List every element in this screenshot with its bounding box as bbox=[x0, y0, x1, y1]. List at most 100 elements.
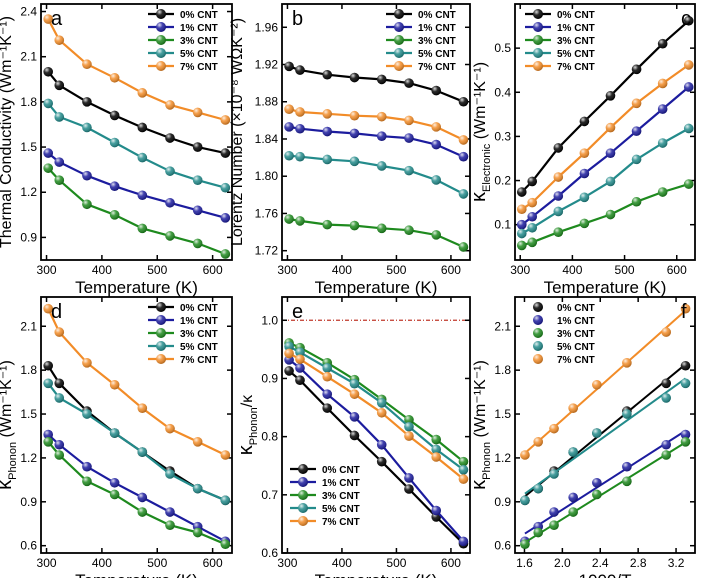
panel-label: a bbox=[51, 8, 63, 30]
x-tick-label: 300 bbox=[37, 263, 57, 277]
data-point-shine bbox=[284, 348, 294, 359]
data-point-shine bbox=[568, 492, 578, 503]
data-point-shine bbox=[404, 414, 414, 425]
series-line-3 bbox=[288, 154, 465, 195]
y-label-kappa: κ bbox=[468, 191, 490, 202]
data-point-shine bbox=[220, 115, 231, 125]
data-point-shine bbox=[349, 156, 360, 167]
data-point-shine bbox=[458, 465, 469, 475]
data-point-shine bbox=[82, 59, 92, 70]
x-axis-label: Temperature (K) bbox=[75, 571, 198, 578]
data-point-shine bbox=[579, 148, 590, 158]
data-point-shine bbox=[137, 403, 148, 413]
data-point-shine bbox=[661, 393, 671, 403]
data-point-shine bbox=[54, 112, 65, 122]
series-line-1 bbox=[288, 358, 465, 543]
data-point-shine bbox=[376, 439, 387, 450]
plot-frame bbox=[514, 296, 696, 554]
data-point-shine bbox=[458, 536, 469, 547]
data-point-shine bbox=[295, 363, 305, 373]
y-tick-label: 1.8 bbox=[20, 95, 37, 109]
legend-marker-shine bbox=[533, 315, 543, 325]
y-tick-label: 1.2 bbox=[20, 451, 37, 465]
legend-marker-shine bbox=[156, 315, 166, 325]
data-point-shine bbox=[82, 97, 92, 107]
legend-marker-shine bbox=[298, 477, 308, 487]
series-group bbox=[43, 303, 231, 550]
legend-marker-shine bbox=[533, 354, 543, 364]
data-point-shine bbox=[631, 126, 642, 136]
y-label-subscript: Phonon bbox=[481, 442, 493, 480]
data-point-shine bbox=[109, 428, 120, 438]
y-tick-label: 1.96 bbox=[255, 20, 279, 34]
legend: 0% CNT 1% CNT 3% CNT 5% CNT 7% CNT bbox=[525, 9, 595, 73]
data-point-shine bbox=[295, 216, 305, 226]
data-point-shine bbox=[516, 187, 527, 197]
data-point-shine bbox=[82, 122, 92, 133]
legend-marker-shine bbox=[156, 328, 166, 338]
data-point-shine bbox=[404, 431, 414, 441]
legend-marker-shine bbox=[394, 35, 404, 45]
data-point-shine bbox=[284, 150, 294, 161]
data-point-shine bbox=[622, 358, 632, 368]
y-label-kappa: κ bbox=[468, 479, 490, 490]
y-axis-label: Thermal Conductivity (Wm⁻¹K⁻¹) bbox=[0, 16, 15, 248]
data-point-shine bbox=[192, 238, 203, 249]
data-point-shine bbox=[376, 131, 387, 141]
data-point-shine bbox=[431, 85, 442, 96]
legend-marker-shine bbox=[533, 341, 543, 351]
plot-frame bbox=[281, 296, 471, 554]
x-tick-label: 400 bbox=[92, 556, 112, 570]
data-point-shine bbox=[553, 206, 564, 217]
legend-label: 0% CNT bbox=[557, 303, 595, 314]
legend-label: 1% CNT bbox=[557, 316, 595, 327]
x-tick-label: 400 bbox=[332, 556, 352, 570]
series-line-4 bbox=[521, 64, 690, 211]
data-point-shine bbox=[657, 104, 668, 114]
legend-label: 1% CNT bbox=[322, 478, 360, 489]
data-point-shine bbox=[553, 191, 564, 201]
data-point-shine bbox=[680, 360, 691, 371]
data-point-shine bbox=[605, 122, 616, 133]
data-point-shine bbox=[322, 219, 333, 230]
legend-label: 5% CNT bbox=[180, 342, 218, 353]
legend-label: 5% CNT bbox=[418, 49, 456, 60]
data-point-shine bbox=[192, 483, 203, 494]
data-point-shine bbox=[527, 211, 538, 222]
data-point-shine bbox=[680, 303, 691, 314]
series-line-0 bbox=[288, 370, 465, 545]
y-axis-label: κPhonon/κ bbox=[235, 394, 260, 455]
data-point-shine bbox=[43, 14, 53, 24]
data-point-shine bbox=[137, 152, 148, 163]
data-point-shine bbox=[137, 190, 148, 201]
y-label-subscript: Electronic bbox=[481, 143, 493, 192]
legend-marker-shine bbox=[394, 9, 404, 19]
legend-label: 3% CNT bbox=[180, 329, 218, 340]
series-line-3 bbox=[47, 102, 226, 189]
x-tick-label: 1.6 bbox=[516, 556, 533, 570]
data-point-shine bbox=[458, 96, 469, 107]
data-point-shine bbox=[631, 98, 642, 109]
data-point-shine bbox=[592, 489, 602, 500]
series-line-1 bbox=[521, 86, 690, 226]
data-point-shine bbox=[520, 539, 530, 550]
x-tick-label: 300 bbox=[277, 556, 297, 570]
legend-marker-shine bbox=[298, 516, 308, 526]
data-point-shine bbox=[322, 371, 333, 382]
x-axis-label: Temperature (K) bbox=[544, 278, 667, 297]
data-point-shine bbox=[322, 154, 333, 165]
legend-label: 5% CNT bbox=[180, 49, 218, 60]
data-point-shine bbox=[683, 60, 694, 70]
data-point-shine bbox=[533, 527, 544, 538]
data-point-shine bbox=[295, 375, 305, 386]
legend-label: 0% CNT bbox=[322, 465, 360, 476]
data-point-shine bbox=[192, 107, 203, 118]
data-point-shine bbox=[527, 197, 538, 208]
legend-marker-shine bbox=[394, 61, 404, 71]
data-point-shine bbox=[661, 327, 671, 337]
data-point-shine bbox=[404, 473, 414, 483]
data-point-shine bbox=[549, 520, 559, 531]
data-point-shine bbox=[322, 109, 333, 119]
data-point-shine bbox=[220, 495, 231, 506]
legend-label: 3% CNT bbox=[557, 329, 595, 340]
